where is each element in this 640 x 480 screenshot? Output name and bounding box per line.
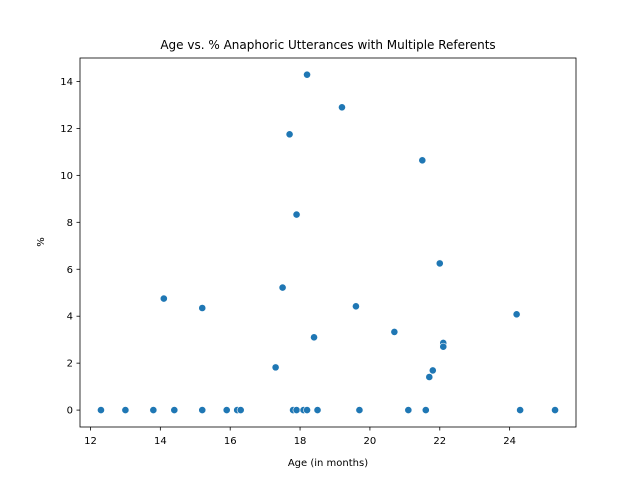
- data-point: [159, 294, 168, 303]
- y-tick-label: 12: [60, 124, 73, 135]
- axes-frame: [79, 57, 577, 428]
- data-point: [292, 406, 301, 414]
- data-point: [439, 342, 448, 351]
- data-point: [285, 130, 294, 139]
- data-point: [271, 363, 280, 372]
- y-tick-label: 10: [60, 171, 73, 182]
- data-point: [97, 406, 105, 414]
- y-axis-label: %: [36, 237, 47, 247]
- data-point: [551, 406, 559, 414]
- data-point: [512, 310, 521, 319]
- data-point: [310, 333, 318, 342]
- data-point: [428, 366, 437, 375]
- data-point: [355, 406, 364, 414]
- data-point: [149, 406, 158, 414]
- data-point: [292, 210, 301, 219]
- x-tick-label: 14: [154, 436, 167, 447]
- y-tick-label: 6: [67, 265, 73, 276]
- data-point: [303, 70, 311, 79]
- x-tick-label: 24: [503, 436, 516, 447]
- x-tick-label: 12: [84, 436, 97, 447]
- data-point: [435, 259, 444, 268]
- data-point: [121, 406, 130, 414]
- data-point: [303, 406, 311, 414]
- x-axis-label: Age (in months): [288, 458, 368, 469]
- data-point: [278, 283, 287, 292]
- y-tick-label: 2: [67, 359, 73, 370]
- data-point: [352, 302, 360, 311]
- data-point: [198, 304, 207, 312]
- data-point: [338, 103, 346, 112]
- data-point: [313, 406, 322, 414]
- data-point: [222, 406, 231, 414]
- data-point: [421, 406, 430, 414]
- data-point: [425, 373, 434, 381]
- x-tick-label: 18: [294, 436, 307, 447]
- data-point: [418, 156, 427, 165]
- y-tick-label: 14: [60, 77, 73, 88]
- y-tick-label: 4: [67, 312, 73, 323]
- data-point: [404, 406, 413, 414]
- chart-title: Age vs. % Anaphoric Utterances with Mult…: [160, 38, 495, 52]
- plot-area: [80, 58, 576, 427]
- y-tick-label: 8: [67, 218, 73, 229]
- data-point: [170, 406, 179, 414]
- data-point: [236, 406, 245, 414]
- data-point: [198, 406, 207, 414]
- x-tick-label: 22: [433, 436, 446, 447]
- x-tick-label: 20: [364, 436, 377, 447]
- x-tick-label: 16: [224, 436, 237, 447]
- data-point: [516, 406, 525, 414]
- data-point: [390, 328, 399, 336]
- y-tick-label: 0: [67, 406, 73, 417]
- plot-background: [80, 58, 576, 427]
